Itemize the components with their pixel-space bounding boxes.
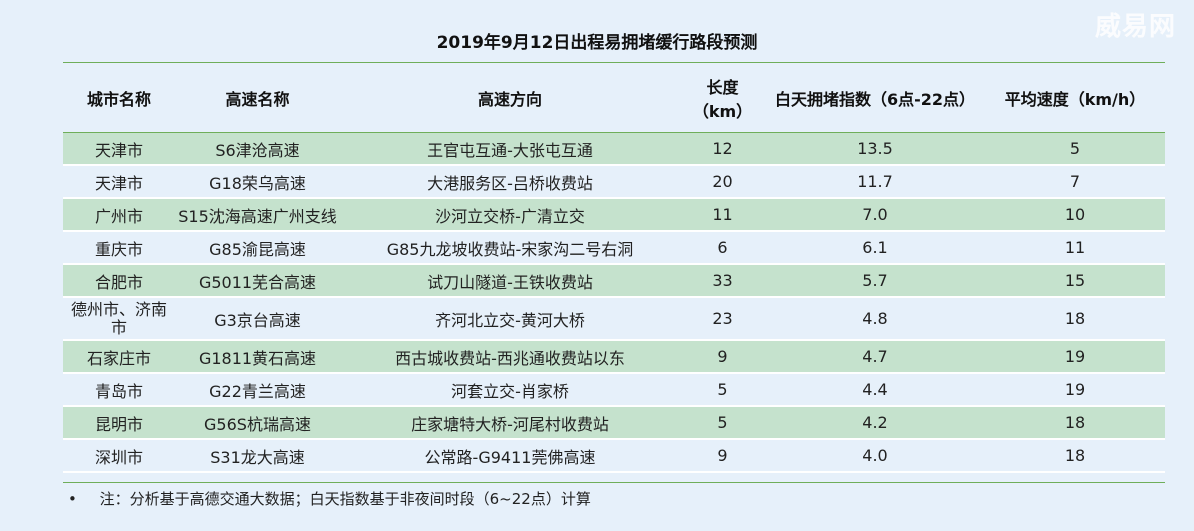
table-row: 天津市 S6津沧高速 王官屯互通-大张屯互通 12 13.5 5	[63, 133, 1165, 166]
cell-city: 天津市	[94, 173, 143, 193]
cell-avg-speed: 18	[1064, 309, 1086, 328]
cell-highway-name: G22青兰高速	[209, 381, 306, 401]
cell-congestion-index: 4.7	[862, 347, 888, 366]
cell-city: 德州市、济南市	[70, 299, 167, 337]
cell-highway-name: G3京台高速	[214, 310, 301, 330]
table-row: 青岛市 G22青兰高速 河套立交-肖家桥 5 4.4 19	[63, 374, 1165, 407]
cell-avg-speed: 19	[1064, 380, 1086, 399]
cell-avg-speed: 18	[1064, 446, 1086, 465]
cell-city: 合肥市	[94, 272, 143, 292]
cell-city: 石家庄市	[86, 348, 151, 368]
table-row: 重庆市 G85渝昆高速 G85九龙坡收费站-宋家沟二号右洞 6 6.1 11	[63, 232, 1165, 265]
cell-length: 11	[712, 205, 733, 224]
cell-highway-name: G1811黄石高速	[198, 348, 317, 368]
footnote-text: 注：分析基于高德交通大数据；白天指数基于非夜间时段（6~22点）计算	[99, 490, 591, 508]
cell-highway-name: G56S杭瑞高速	[204, 414, 311, 434]
cell-direction: 齐河北立交-黄河大桥	[435, 310, 585, 330]
cell-congestion-index: 4.8	[862, 309, 888, 328]
cell-congestion-index: 11.7	[857, 172, 893, 191]
cell-avg-speed: 10	[1064, 205, 1086, 224]
cell-congestion-index: 6.1	[862, 238, 888, 257]
cell-highway-name: G18荣乌高速	[209, 173, 306, 193]
header-highway-name: 高速名称	[225, 89, 290, 109]
table-row: 广州市 S15沈海高速广州支线 沙河立交桥-广清立交 11 7.0 10	[63, 199, 1165, 232]
cell-length: 12	[712, 139, 733, 158]
cell-direction: G85九龙坡收费站-宋家沟二号右洞	[386, 239, 634, 259]
cell-congestion-index: 4.2	[862, 413, 888, 432]
cell-city: 青岛市	[94, 381, 143, 401]
top-rule	[63, 62, 1165, 63]
header-congestion-index: 白天拥堵指数（6点-22点）	[774, 89, 976, 109]
cell-congestion-index: 4.4	[862, 380, 888, 399]
cell-length: 23	[712, 309, 733, 328]
cell-city: 重庆市	[94, 239, 143, 259]
cell-length: 20	[712, 172, 733, 191]
cell-avg-speed: 11	[1064, 238, 1086, 257]
header-avg-speed: 平均速度（km/h）	[1004, 89, 1146, 109]
header-direction: 高速方向	[477, 89, 542, 109]
bottom-rule	[63, 482, 1165, 483]
cell-direction: 试刀山隧道-王铁收费站	[427, 272, 593, 292]
cell-congestion-index: 4.0	[862, 446, 888, 465]
cell-direction: 公常路-G9411莞佛高速	[424, 447, 596, 467]
cell-avg-speed: 15	[1064, 271, 1086, 290]
cell-length: 33	[712, 271, 733, 290]
bullet-icon: •	[68, 490, 77, 508]
cell-highway-name: S6津沧高速	[215, 140, 300, 160]
cell-congestion-index: 5.7	[862, 271, 888, 290]
cell-length: 5	[717, 413, 728, 432]
cell-city: 广州市	[94, 206, 143, 226]
table-header: 城市名称 高速名称 高速方向 长度（km） 白天拥堵指数（6点-22点） 平均速…	[63, 63, 1165, 132]
cell-avg-speed: 18	[1064, 413, 1086, 432]
watermark-logo: 威易网	[1094, 12, 1176, 42]
cell-direction: 河套立交-肖家桥	[451, 381, 569, 401]
cell-direction: 沙河立交桥-广清立交	[435, 206, 585, 226]
cell-length: 5	[717, 380, 728, 399]
cell-length: 9	[717, 347, 728, 366]
cell-city: 天津市	[94, 140, 143, 160]
table-row: 石家庄市 G1811黄石高速 西古城收费站-西兆通收费站以东 9 4.7 19	[63, 341, 1165, 374]
cell-highway-name: S15沈海高速广州支线	[178, 206, 337, 226]
cell-direction: 西古城收费站-西兆通收费站以东	[395, 348, 625, 368]
cell-congestion-index: 13.5	[857, 139, 893, 158]
table-body: 天津市 S6津沧高速 王官屯互通-大张屯互通 12 13.5 5 天津市 G18…	[63, 133, 1165, 473]
table-row: 德州市、济南市 G3京台高速 齐河北立交-黄河大桥 23 4.8 18	[63, 298, 1165, 341]
cell-length: 6	[717, 238, 728, 257]
cell-length: 9	[717, 446, 728, 465]
table-row: 天津市 G18荣乌高速 大港服务区-吕桥收费站 20 11.7 7	[63, 166, 1165, 199]
header-city: 城市名称	[86, 89, 151, 109]
table-row: 昆明市 G56S杭瑞高速 庄家塘特大桥-河尾村收费站 5 4.2 18	[63, 407, 1165, 440]
header-rule	[63, 132, 1165, 133]
footnote: • 注：分析基于高德交通大数据；白天指数基于非夜间时段（6~22点）计算	[68, 488, 591, 509]
cell-city: 昆明市	[94, 414, 143, 434]
cell-highway-name: G5011芜合高速	[198, 272, 317, 292]
cell-highway-name: G85渝昆高速	[209, 239, 306, 259]
header-length: 长度（km）	[692, 77, 753, 121]
table-title: 2019年9月12日出程易拥堵缓行路段预测	[436, 33, 758, 53]
table-row: 深圳市 S31龙大高速 公常路-G9411莞佛高速 9 4.0 18	[63, 440, 1165, 473]
cell-city: 深圳市	[94, 447, 143, 467]
cell-congestion-index: 7.0	[862, 205, 888, 224]
cell-avg-speed: 7	[1069, 172, 1081, 191]
cell-highway-name: S31龙大高速	[210, 447, 305, 467]
cell-direction: 王官屯互通-大张屯互通	[427, 140, 593, 160]
cell-direction: 庄家塘特大桥-河尾村收费站	[411, 414, 609, 434]
cell-direction: 大港服务区-吕桥收费站	[427, 173, 593, 193]
cell-avg-speed: 5	[1069, 139, 1081, 158]
table-row: 合肥市 G5011芜合高速 试刀山隧道-王铁收费站 33 5.7 15	[63, 265, 1165, 298]
cell-avg-speed: 19	[1064, 347, 1086, 366]
